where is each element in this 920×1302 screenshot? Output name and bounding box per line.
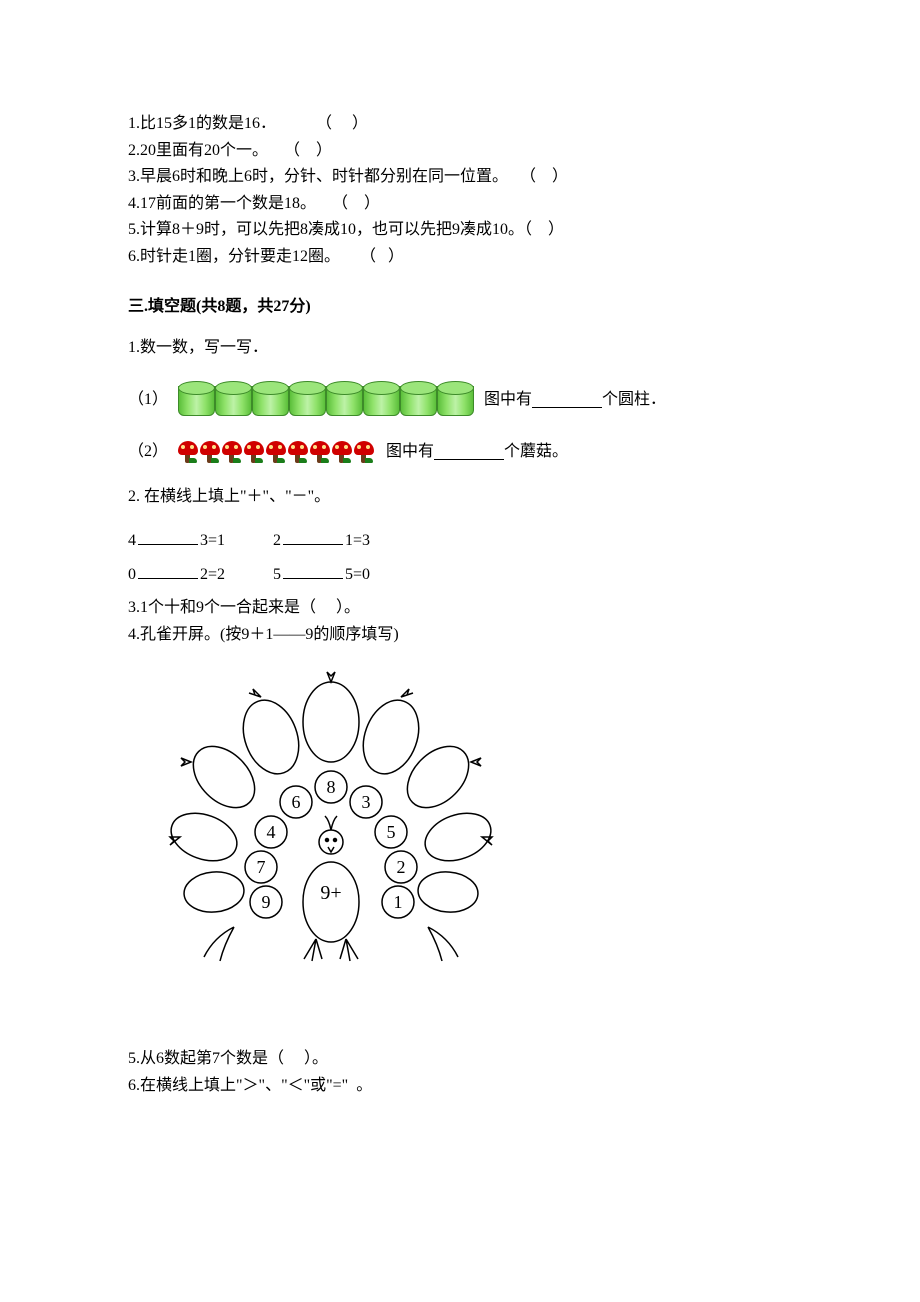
fill-blank[interactable] bbox=[434, 443, 504, 460]
peacock-num: 8 bbox=[327, 777, 336, 797]
fill-blank[interactable] bbox=[138, 562, 198, 579]
page-content: 1.比15多1的数是16． （ ） 2.20里面有20个一。 （ ） 3.早晨6… bbox=[0, 0, 920, 1139]
judgment-item: 4.17前面的第一个数是18。 （ ） bbox=[128, 191, 792, 217]
cylinder-icon bbox=[215, 381, 250, 419]
cylinder-icon bbox=[363, 381, 398, 419]
peacock-num: 7 bbox=[257, 857, 266, 877]
mushroom-icon bbox=[332, 441, 352, 463]
q1-sub2-after: 图中有 bbox=[386, 439, 434, 465]
peacock-center: 9+ bbox=[320, 882, 341, 904]
q4-stem: 4.孔雀开屏。(按9＋1——9的顺序填写) bbox=[128, 622, 792, 648]
fill-blank[interactable] bbox=[283, 562, 343, 579]
eq-left: 5 bbox=[273, 562, 281, 588]
q5-stem: 5.从6数起第7个数是（ ）。 bbox=[128, 1046, 792, 1072]
peacock-num: 9 bbox=[262, 892, 271, 912]
peacock-num: 3 bbox=[362, 792, 371, 812]
judgment-item: 3.早晨6时和晚上6时，分针、时针都分别在同一位置。 （ ） bbox=[128, 164, 792, 190]
eq-left: 4 bbox=[128, 528, 136, 554]
peacock-svg: 8 6 3 4 5 7 2 9 1 9+ bbox=[166, 667, 496, 997]
peacock-num: 6 bbox=[292, 792, 301, 812]
mushroom-icon bbox=[266, 441, 286, 463]
peacock-num: 2 bbox=[397, 857, 406, 877]
eq-right: 3=1 bbox=[200, 528, 225, 554]
q2-row1: 4 3=1 2 1=3 bbox=[128, 528, 792, 554]
q1-sub1-label: （1） bbox=[128, 387, 168, 413]
mushroom-icon bbox=[354, 441, 374, 463]
fill-blank[interactable] bbox=[138, 528, 198, 545]
cylinder-icon bbox=[252, 381, 287, 419]
cylinder-icon bbox=[178, 381, 213, 419]
mushroom-group bbox=[178, 441, 374, 463]
peacock-num: 4 bbox=[267, 822, 276, 842]
peacock-figure: 8 6 3 4 5 7 2 9 1 9+ bbox=[166, 667, 792, 1006]
mushroom-icon bbox=[288, 441, 308, 463]
mushroom-icon bbox=[244, 441, 264, 463]
judgment-list: 1.比15多1的数是16． （ ） 2.20里面有20个一。 （ ） 3.早晨6… bbox=[128, 111, 792, 270]
eq-right: 5=0 bbox=[345, 562, 370, 588]
q1-sub1-after: 图中有 bbox=[484, 387, 532, 413]
cylinder-icon bbox=[400, 381, 435, 419]
fill-blank[interactable] bbox=[283, 528, 343, 545]
q1-sub2-label: （2） bbox=[128, 439, 168, 465]
eq-right: 1=3 bbox=[345, 528, 370, 554]
cylinder-icon bbox=[289, 381, 324, 419]
eq-left: 0 bbox=[128, 562, 136, 588]
mushroom-icon bbox=[178, 441, 198, 463]
eq-left: 2 bbox=[273, 528, 281, 554]
q1-sub1-tail: 个圆柱． bbox=[602, 387, 666, 413]
judgment-item: 5.计算8＋9时，可以先把8凑成10，也可以先把9凑成10。（ ） bbox=[128, 217, 792, 243]
section-heading: 三.填空题(共8题，共27分) bbox=[128, 294, 792, 320]
q2-stem: 2. 在横线上填上"＋"、"－"。 bbox=[128, 484, 792, 510]
q1-sub2-row: （2） 图中有 个蘑菇。 bbox=[128, 439, 792, 465]
cylinder-icon bbox=[326, 381, 361, 419]
judgment-item: 6.时针走1圈，分针要走12圈。 （ ） bbox=[128, 244, 792, 270]
q3-stem: 3.1个十和9个一合起来是（ ）。 bbox=[128, 595, 792, 621]
q2-row2: 0 2=2 5 5=0 bbox=[128, 562, 792, 588]
mushroom-icon bbox=[200, 441, 220, 463]
q1-sub1-row: （1） 图中有 个圆柱． bbox=[128, 381, 792, 419]
q6-stem: 6.在横线上填上"＞"、"＜"或"=" 。 bbox=[128, 1073, 792, 1099]
eq-item: 4 3=1 bbox=[128, 528, 225, 554]
q1-sub2-tail: 个蘑菇。 bbox=[504, 439, 568, 465]
fill-blank[interactable] bbox=[532, 391, 602, 408]
cylinder-icon bbox=[437, 381, 472, 419]
peacock-num: 1 bbox=[394, 892, 403, 912]
mushroom-icon bbox=[222, 441, 242, 463]
q1-stem: 1.数一数，写一写． bbox=[128, 335, 792, 361]
peacock-num: 5 bbox=[387, 822, 396, 842]
judgment-item: 1.比15多1的数是16． （ ） bbox=[128, 111, 792, 137]
mushroom-icon bbox=[310, 441, 330, 463]
judgment-item: 2.20里面有20个一。 （ ） bbox=[128, 138, 792, 164]
eq-item: 2 1=3 bbox=[273, 528, 370, 554]
eq-item: 0 2=2 bbox=[128, 562, 225, 588]
eq-item: 5 5=0 bbox=[273, 562, 370, 588]
eq-right: 2=2 bbox=[200, 562, 225, 588]
cylinder-group bbox=[178, 381, 472, 419]
